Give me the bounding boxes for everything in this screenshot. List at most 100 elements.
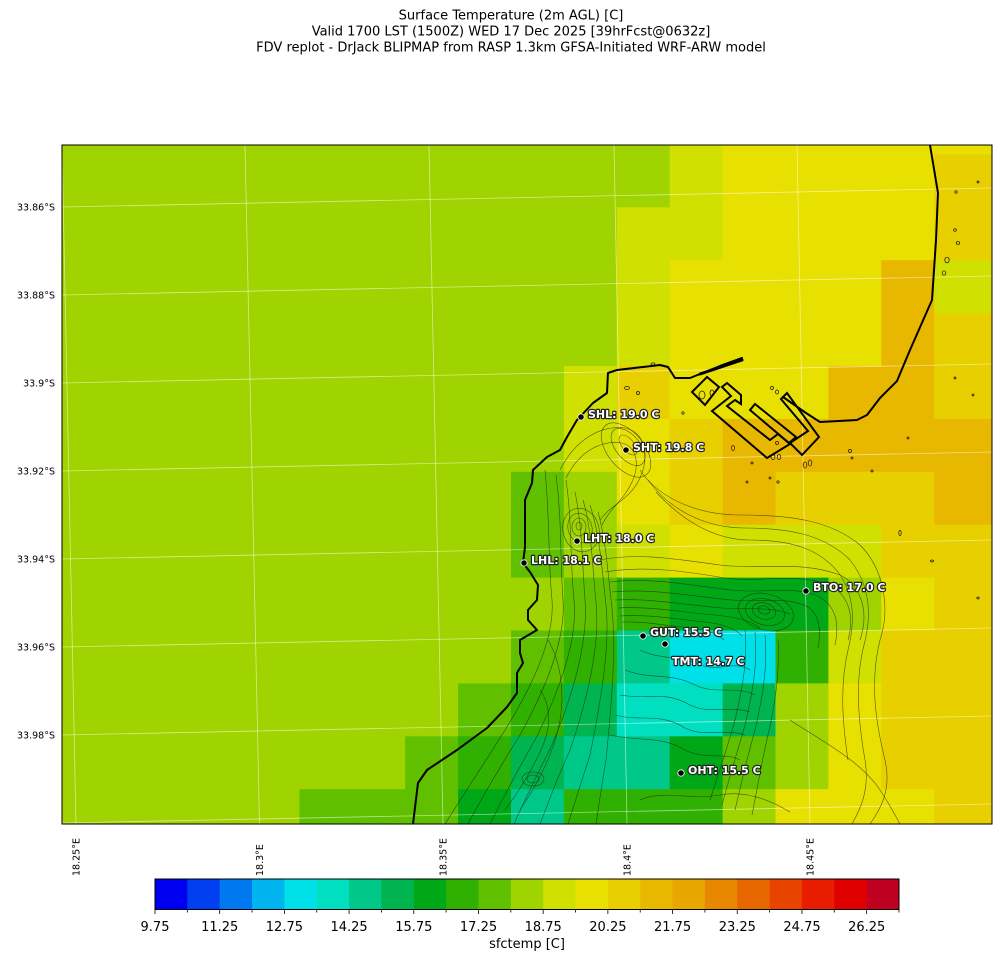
weather-stations: SHL: 19.0 C SHT: 19.8 C LHT: 18.0 C LHL:… (520, 407, 887, 778)
colorbar-segment (607, 879, 641, 910)
grid-cell (881, 630, 935, 684)
x-tick-label: 18.3°E (255, 844, 266, 876)
grid-cell (87, 313, 142, 367)
colorbar-segment (543, 879, 576, 910)
station-dot (622, 446, 630, 454)
colorbar-tick-label: 17.25 (460, 920, 497, 935)
grid-cell (352, 313, 406, 367)
station-marker-oht: OHT: 15.5 C (677, 763, 762, 778)
grid-cell (299, 260, 353, 314)
lat-gridline (62, 187, 992, 208)
grid-cell (246, 366, 300, 420)
grid-cell (722, 260, 777, 314)
grid-cell (563, 260, 618, 314)
grid-cell (775, 471, 829, 526)
grid-cell (563, 154, 618, 208)
grid-cell (563, 313, 618, 367)
colorbar-segment (284, 879, 318, 910)
grid-cell (722, 366, 777, 420)
grid-cell (246, 471, 300, 526)
grid-cell (775, 683, 829, 737)
grid-cell (934, 145, 988, 155)
grid-cell (775, 630, 829, 684)
map-frame (61, 144, 993, 825)
grid-cell (140, 418, 195, 473)
station-label: SHT: 19.8 C (633, 441, 704, 454)
station-label: SHL: 19.0 C (588, 408, 659, 421)
grid-cell (62, 630, 89, 684)
grid-cell (934, 207, 988, 261)
grid-cell (352, 145, 406, 155)
colorbar-ticks (154, 909, 900, 914)
grid-cell (669, 736, 724, 790)
grid-cell (193, 313, 248, 367)
grid-cell (987, 418, 992, 473)
grid-cell (246, 683, 300, 737)
grid-cell (458, 471, 512, 526)
station-marker-sht: SHT: 19.8 C (622, 440, 706, 455)
lat-gridline (62, 539, 992, 560)
grid-cell (352, 789, 406, 824)
station-label: LHT: 18.0 C (584, 532, 654, 545)
grid-cell (511, 366, 565, 420)
grid-cell (616, 145, 671, 155)
grid-cell (616, 683, 671, 737)
grid-cell (87, 471, 142, 526)
grid-cell (987, 524, 992, 579)
grid-cell (934, 577, 988, 632)
station-label: BTO: 17.0 C (813, 581, 886, 594)
grid-cell (828, 145, 882, 155)
station-dot (661, 640, 669, 648)
grid-cell (511, 683, 565, 737)
grid-cell (352, 630, 406, 684)
grid-cell (352, 418, 406, 473)
grid-cell (87, 524, 142, 579)
grid-cell (828, 683, 882, 737)
station-marker-bto: BTO: 17.0 C (802, 580, 887, 595)
grid-cell (881, 207, 935, 261)
grid-cell (458, 207, 512, 261)
grid-cell (881, 366, 935, 420)
colorbar-segment (801, 879, 835, 910)
grid-cell (775, 207, 829, 261)
grid-cell (511, 471, 565, 526)
grid-cell (405, 683, 459, 737)
grid-cell (62, 577, 89, 632)
grid-cell (669, 471, 724, 526)
grid-cell (405, 207, 459, 261)
grid-cell (881, 145, 935, 155)
colorbar-segment (252, 879, 285, 910)
grid-cell (140, 736, 195, 790)
grid-cell (722, 736, 777, 790)
grid-cell (62, 418, 89, 473)
grid-cell (722, 630, 777, 684)
grid-cell (828, 366, 882, 420)
station-label: OHT: 15.5 C (688, 764, 761, 777)
colorbar-segment (866, 879, 900, 910)
y-axis-labels: 33.86°S 33.88°S 33.9°S 33.92°S 33.94°S 3… (17, 203, 55, 742)
grid-cell (616, 154, 671, 208)
grid-cell (881, 260, 935, 314)
grid-cell (458, 418, 512, 473)
grid-cell (987, 366, 992, 420)
lon-gridline (613, 145, 628, 824)
grid-cell (62, 471, 89, 526)
colorbar-segment (769, 879, 803, 910)
grid-cell (511, 630, 565, 684)
grid-cell (563, 789, 618, 824)
grid-cell (775, 145, 829, 155)
grid-cell (987, 736, 992, 790)
title-line-3: FDV replot - DrJack BLIPMAP from RASP 1.… (256, 41, 766, 56)
grid-cell (616, 313, 671, 367)
y-tick-label: 33.88°S (17, 291, 55, 302)
station-dot (639, 632, 647, 640)
grid-cell (299, 154, 353, 208)
grid-cell (352, 260, 406, 314)
grid-cell (458, 313, 512, 367)
grid-cell (299, 207, 353, 261)
grid-cell (458, 524, 512, 579)
grid-cell (511, 789, 565, 824)
lat-gridline (62, 715, 992, 736)
grid-cell (193, 260, 248, 314)
grid-cell (246, 418, 300, 473)
